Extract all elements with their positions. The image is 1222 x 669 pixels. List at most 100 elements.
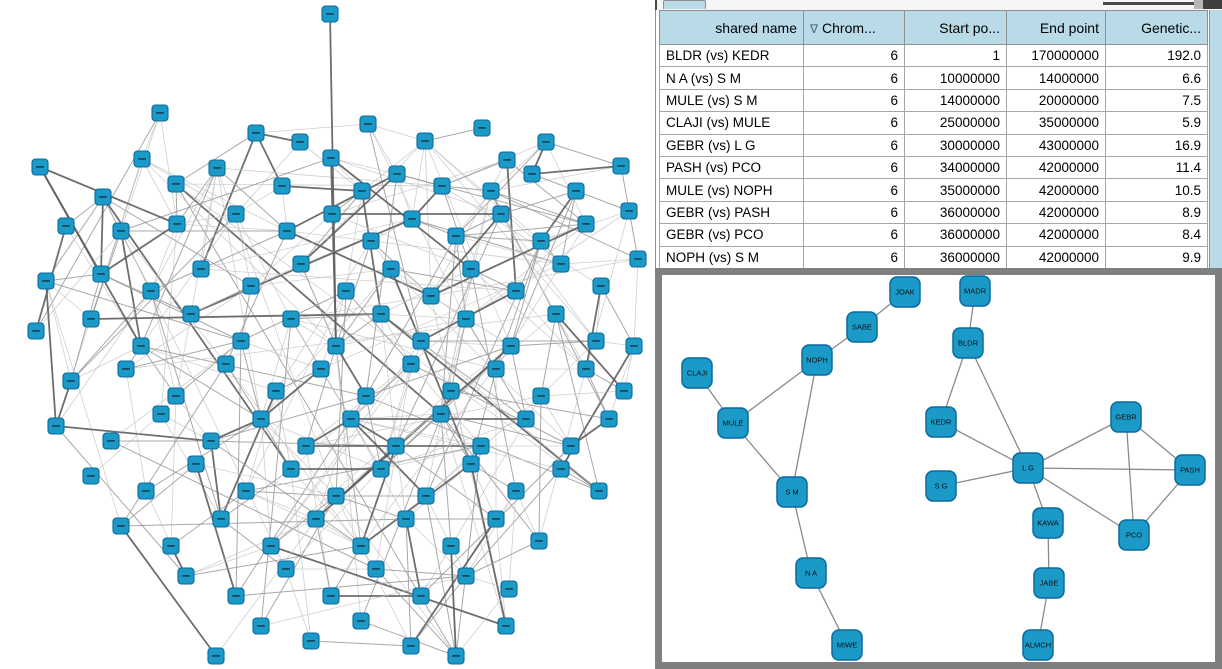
network-node[interactable] <box>552 460 570 478</box>
network-node[interactable] <box>342 410 360 428</box>
network-node[interactable]: ALMCH <box>1022 629 1054 661</box>
table-cell[interactable]: 35000000 <box>1006 111 1106 135</box>
node-shape[interactable] <box>776 476 808 508</box>
network-node[interactable] <box>422 287 440 305</box>
table-cell[interactable]: N A (vs) S M <box>659 66 804 90</box>
node-shape[interactable] <box>801 344 833 376</box>
network-node[interactable] <box>487 510 505 528</box>
network-node[interactable] <box>600 410 618 428</box>
table-cell[interactable]: 10.5 <box>1105 178 1208 202</box>
network-node[interactable] <box>587 332 605 350</box>
network-node[interactable] <box>402 355 420 373</box>
table-cell[interactable]: 42000000 <box>1006 200 1106 225</box>
table-cell[interactable]: 6 <box>803 111 905 135</box>
table-cell[interactable]: 34000000 <box>904 155 1007 180</box>
network-node[interactable] <box>47 417 65 435</box>
network-node[interactable] <box>517 410 535 428</box>
network-node[interactable] <box>182 305 200 323</box>
network-node[interactable] <box>500 580 518 598</box>
node-shape[interactable] <box>1033 567 1065 599</box>
network-node[interactable] <box>498 151 516 169</box>
column-header-genetic[interactable]: Genetic... <box>1105 10 1208 45</box>
network-node[interactable] <box>117 360 135 378</box>
network-node[interactable] <box>322 149 340 167</box>
network-node[interactable] <box>562 437 580 455</box>
network-view-main[interactable] <box>0 0 648 669</box>
network-node[interactable] <box>247 124 265 142</box>
node-shape[interactable] <box>952 327 984 359</box>
table-cell[interactable]: 42000000 <box>1006 223 1106 247</box>
network-node[interactable] <box>142 282 160 300</box>
node-shape[interactable] <box>1022 629 1054 661</box>
table-row[interactable]: GEBR (vs) PCO 6 36000000 42000000 8.4 <box>659 223 1208 247</box>
table-cell[interactable]: 16.9 <box>1105 133 1208 157</box>
table-cell[interactable]: 5.9 <box>1105 111 1208 135</box>
network-node[interactable]: MULE <box>717 407 749 439</box>
scrollbar-strip[interactable] <box>1209 10 1222 268</box>
table-cell[interactable]: 25000000 <box>904 111 1007 135</box>
table-cell[interactable]: NOPH (vs) S M <box>659 245 804 269</box>
network-node[interactable]: JOAK <box>889 276 921 308</box>
network-node[interactable] <box>133 150 151 168</box>
network-node[interactable] <box>492 205 510 223</box>
network-node[interactable]: KEDR <box>925 406 957 438</box>
table-cell[interactable]: MULE (vs) S M <box>659 88 804 113</box>
network-node[interactable] <box>112 517 130 535</box>
network-node[interactable] <box>462 260 480 278</box>
table-cell[interactable]: 7.5 <box>1105 88 1208 113</box>
network-node[interactable]: NOPH <box>801 344 833 376</box>
network-node[interactable] <box>291 133 309 151</box>
network-node[interactable] <box>327 337 345 355</box>
table-cell[interactable]: 42000000 <box>1006 155 1106 180</box>
network-node[interactable] <box>212 510 230 528</box>
network-node[interactable] <box>523 165 541 183</box>
network-node[interactable] <box>442 537 460 555</box>
table-cell[interactable]: PASH (vs) PCO <box>659 155 804 180</box>
column-header-shared-name[interactable]: shared name <box>659 10 804 45</box>
network-node[interactable] <box>473 119 491 137</box>
network-node[interactable] <box>278 222 296 240</box>
network-node[interactable] <box>192 260 210 278</box>
network-node[interactable] <box>447 227 465 245</box>
network-node[interactable] <box>352 612 370 630</box>
network-node[interactable] <box>273 177 291 195</box>
table-cell[interactable]: BLDR (vs) KEDR <box>659 43 804 68</box>
table-tab[interactable] <box>663 0 706 9</box>
network-node[interactable] <box>307 510 325 528</box>
network-node[interactable] <box>137 482 155 500</box>
table-cell[interactable]: 36000000 <box>904 200 1007 225</box>
table-cell[interactable]: 43000000 <box>1006 133 1106 157</box>
node-shape[interactable] <box>1118 519 1150 551</box>
table-cell[interactable]: 6 <box>803 200 905 225</box>
node-shape[interactable] <box>1012 452 1044 484</box>
network-node[interactable] <box>592 277 610 295</box>
network-node[interactable] <box>412 587 430 605</box>
network-node[interactable] <box>152 405 170 423</box>
network-node[interactable] <box>357 387 375 405</box>
network-node[interactable]: CLAJI <box>681 357 713 389</box>
table-row[interactable]: BLDR (vs) KEDR 6 1 170000000 192.0 <box>659 43 1208 68</box>
network-node[interactable] <box>362 232 380 250</box>
network-node[interactable] <box>432 405 450 423</box>
network-node[interactable] <box>82 467 100 485</box>
network-node[interactable] <box>433 177 451 195</box>
network-node[interactable] <box>262 537 280 555</box>
network-node[interactable] <box>416 132 434 150</box>
network-node[interactable] <box>187 455 205 473</box>
network-node[interactable] <box>530 532 548 550</box>
table-cell[interactable]: 36000000 <box>904 223 1007 247</box>
table-cell[interactable]: 6 <box>803 66 905 90</box>
network-node[interactable] <box>629 250 647 268</box>
network-node[interactable] <box>322 587 340 605</box>
network-node[interactable] <box>577 360 595 378</box>
table-row[interactable]: PASH (vs) PCO 6 34000000 42000000 11.4 <box>659 155 1208 180</box>
table-cell[interactable]: 170000000 <box>1006 43 1106 68</box>
table-cell[interactable]: 35000000 <box>904 178 1007 202</box>
network-node[interactable] <box>359 115 377 133</box>
main-network-canvas[interactable] <box>0 0 648 669</box>
network-node[interactable] <box>252 410 270 428</box>
table-cell[interactable]: 36000000 <box>904 245 1007 269</box>
table-cell[interactable]: GEBR (vs) L G <box>659 133 804 157</box>
network-node[interactable] <box>208 159 226 177</box>
network-node[interactable] <box>417 487 435 505</box>
